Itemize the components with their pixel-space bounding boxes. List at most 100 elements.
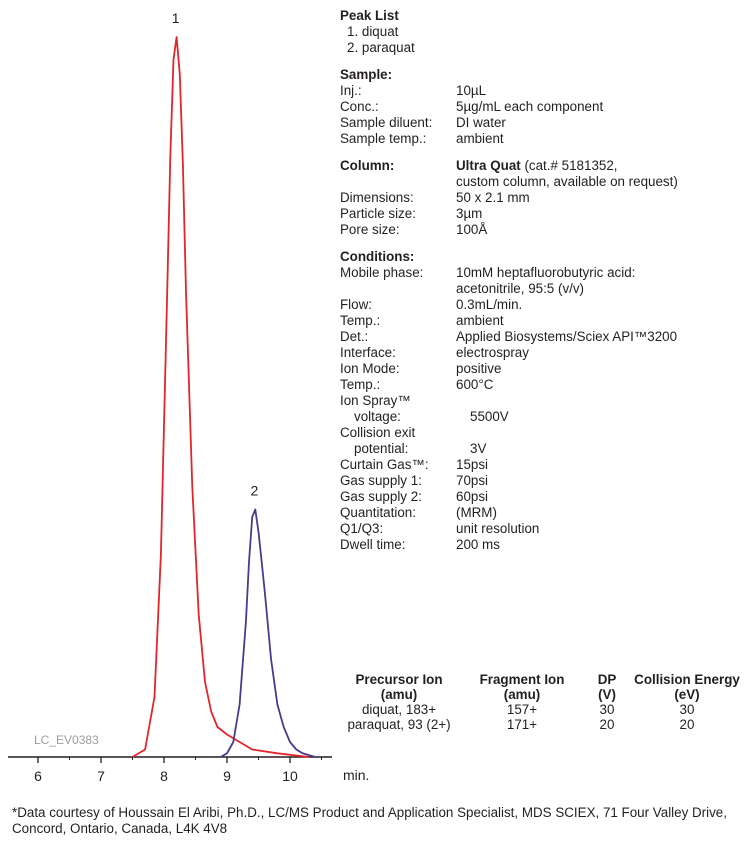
collision-sublabel: potential: bbox=[354, 441, 409, 456]
param-label: Particle size: bbox=[340, 206, 416, 221]
dp-header: DP (V) bbox=[597, 672, 617, 702]
peak-list-title: Peak List bbox=[340, 8, 399, 23]
param-label: Gas supply 1: bbox=[340, 473, 422, 488]
sample-rows: Inj.: 10µL Conc.: 5µg/mL each component Samp… bbox=[340, 83, 748, 147]
ion-spray-label: Ion Spray™ bbox=[340, 393, 411, 408]
precursor-header: Precursor Ion (amu) bbox=[355, 672, 443, 702]
param-label: Ion Mode: bbox=[340, 361, 400, 376]
peak-label: 2 bbox=[250, 483, 258, 499]
peak-list-item: 1. diquat bbox=[347, 24, 399, 39]
column-note: custom column, available on request) bbox=[456, 174, 678, 189]
param-label: Q1/Q3: bbox=[340, 521, 384, 536]
param-row: Sample temp.: ambient bbox=[340, 131, 748, 147]
param-row: Dimensions: 50 x 2.1 mm bbox=[340, 190, 748, 206]
param-row: Det.: Applied Biosystems/Sciex API™3200 bbox=[340, 329, 748, 345]
info-panel: Peak List 1. diquat 2. paraquat Sample: … bbox=[340, 8, 748, 553]
param-value: 3µm bbox=[456, 206, 483, 221]
table-cell: 157+ bbox=[506, 702, 538, 717]
param-row: Curtain Gas™: 15psi bbox=[340, 457, 748, 473]
param-label: Curtain Gas™: bbox=[340, 457, 429, 472]
table-cell: 30 bbox=[679, 702, 695, 717]
param-label: Sample diluent: bbox=[340, 115, 433, 130]
footnote: *Data courtesy of Houssain El Aribi, Ph.… bbox=[12, 805, 727, 836]
param-value: 60psi bbox=[456, 489, 489, 504]
x-tick-label: 10 bbox=[282, 768, 298, 784]
x-axis-ticks: 6 7 8 9 10 bbox=[34, 757, 322, 784]
column-note-row: custom column, available on request) bbox=[340, 174, 748, 190]
param-row: Ion Mode: positive bbox=[340, 361, 748, 377]
param-row: Dwell time: 200 ms bbox=[340, 537, 748, 553]
table-row: diquat, 183+ 157+ 30 30 bbox=[340, 702, 746, 717]
mobile-phase-row: Mobile phase: 10mM heptafluorobutyric ac… bbox=[340, 265, 748, 297]
param-row: Temp.: ambient bbox=[340, 313, 748, 329]
param-label: Pore size: bbox=[340, 222, 400, 237]
conditions-title: Conditions: bbox=[340, 249, 415, 264]
column-row: Column: Ultra Quat (cat.# 5181352, bbox=[340, 158, 748, 174]
param-row: Pore size: 100Å bbox=[340, 222, 748, 238]
column-title: Column: bbox=[340, 158, 395, 173]
param-value: 15psi bbox=[456, 457, 489, 472]
param-value: unit resolution bbox=[456, 521, 540, 536]
ion-spray-voltage-row: voltage: 5500V bbox=[340, 409, 748, 425]
param-row: Conc.: 5µg/mL each component bbox=[340, 99, 748, 115]
x-tick-label: 7 bbox=[97, 768, 105, 784]
fragment-header: Fragment Ion (amu) bbox=[479, 672, 565, 702]
ion-spray-value: 5500V bbox=[470, 409, 509, 424]
ion-spray-row: Ion Spray™ bbox=[340, 393, 748, 409]
param-value: 600°C bbox=[456, 377, 494, 392]
param-label: Sample temp.: bbox=[340, 131, 427, 146]
table-cell: paraquat, 93 (2+) bbox=[347, 717, 451, 732]
param-label: Dimensions: bbox=[340, 190, 414, 205]
ion-table: Precursor Ion (amu) Fragment Ion (amu) D… bbox=[340, 672, 746, 732]
collision-energy-header: Collision Energy (eV) bbox=[634, 672, 740, 702]
peak-label: 1 bbox=[172, 10, 180, 26]
param-label: Det.: bbox=[340, 329, 369, 344]
ion-table-header: Precursor Ion (amu) Fragment Ion (amu) D… bbox=[340, 672, 746, 702]
param-value: 5µg/mL each component bbox=[456, 99, 604, 114]
param-value: ambient bbox=[456, 313, 504, 328]
param-label: Interface: bbox=[340, 345, 396, 360]
collision-row: Collision exit bbox=[340, 425, 748, 441]
column-value: Ultra Quat (cat.# 5181352, bbox=[456, 158, 748, 174]
param-value: electrospray bbox=[456, 345, 529, 360]
param-value: 70psi bbox=[456, 473, 489, 488]
table-cell: 30 bbox=[599, 702, 615, 717]
condition-rows: Flow: 0.3mL/min. Temp.: ambient Det.: Applied… bbox=[340, 297, 748, 393]
param-label: Temp.: bbox=[340, 377, 381, 392]
series-group bbox=[132, 36, 316, 758]
param-label: Gas supply 2: bbox=[340, 489, 422, 504]
param-value: ambient bbox=[456, 131, 504, 146]
ion-spray-sublabel: voltage: bbox=[354, 409, 401, 424]
param-label: Dwell time: bbox=[340, 537, 406, 552]
param-row: Gas supply 2: 60psi bbox=[340, 489, 748, 505]
column-name: Ultra Quat bbox=[456, 158, 521, 173]
param-value: 0.3mL/min. bbox=[456, 297, 523, 312]
series-line-2 bbox=[220, 508, 316, 758]
param-value: (MRM) bbox=[456, 505, 497, 520]
table-cell: 20 bbox=[599, 717, 615, 732]
column-rows: Dimensions: 50 x 2.1 mm Particle size: 3µm P… bbox=[340, 190, 748, 238]
param-value: Applied Biosystems/Sciex API™3200 bbox=[456, 329, 678, 344]
x-tick-label: 8 bbox=[160, 768, 168, 784]
x-tick-label: 9 bbox=[223, 768, 231, 784]
param-row: Gas supply 1: 70psi bbox=[340, 473, 748, 489]
param-label: Quantitation: bbox=[340, 505, 416, 520]
param-value: 200 ms bbox=[456, 537, 500, 552]
condition-rows: Curtain Gas™: 15psi Gas supply 1: 70psi Gas … bbox=[340, 457, 748, 553]
peak-labels: 12 bbox=[172, 10, 259, 499]
param-row: Particle size: 3µm bbox=[340, 206, 748, 222]
param-value: 10µL bbox=[456, 83, 487, 98]
param-label: Temp.: bbox=[340, 313, 381, 328]
table-cell: 171+ bbox=[506, 717, 538, 732]
peak-list-item: 2. paraquat bbox=[347, 40, 415, 55]
param-row: Flow: 0.3mL/min. bbox=[340, 297, 748, 313]
x-tick-label: 6 bbox=[34, 768, 42, 784]
table-row: paraquat, 93 (2+) 171+ 20 20 bbox=[340, 717, 746, 732]
param-value: 50 x 2.1 mm bbox=[456, 190, 530, 205]
sample-title: Sample: bbox=[340, 67, 393, 82]
param-value: DI water bbox=[456, 115, 506, 130]
param-row: Q1/Q3: unit resolution bbox=[340, 521, 748, 537]
table-cell: diquat, 183+ bbox=[361, 702, 437, 717]
param-row: Quantitation: (MRM) bbox=[340, 505, 748, 521]
